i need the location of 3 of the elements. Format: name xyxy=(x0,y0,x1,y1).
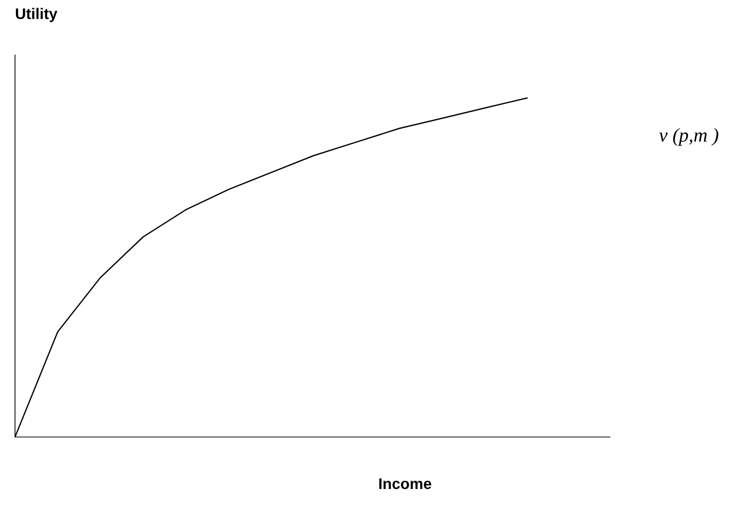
x-axis-title: Income xyxy=(379,478,432,490)
y-axis-title: Utility xyxy=(16,8,58,22)
text: v (p,m ) xyxy=(659,128,718,146)
